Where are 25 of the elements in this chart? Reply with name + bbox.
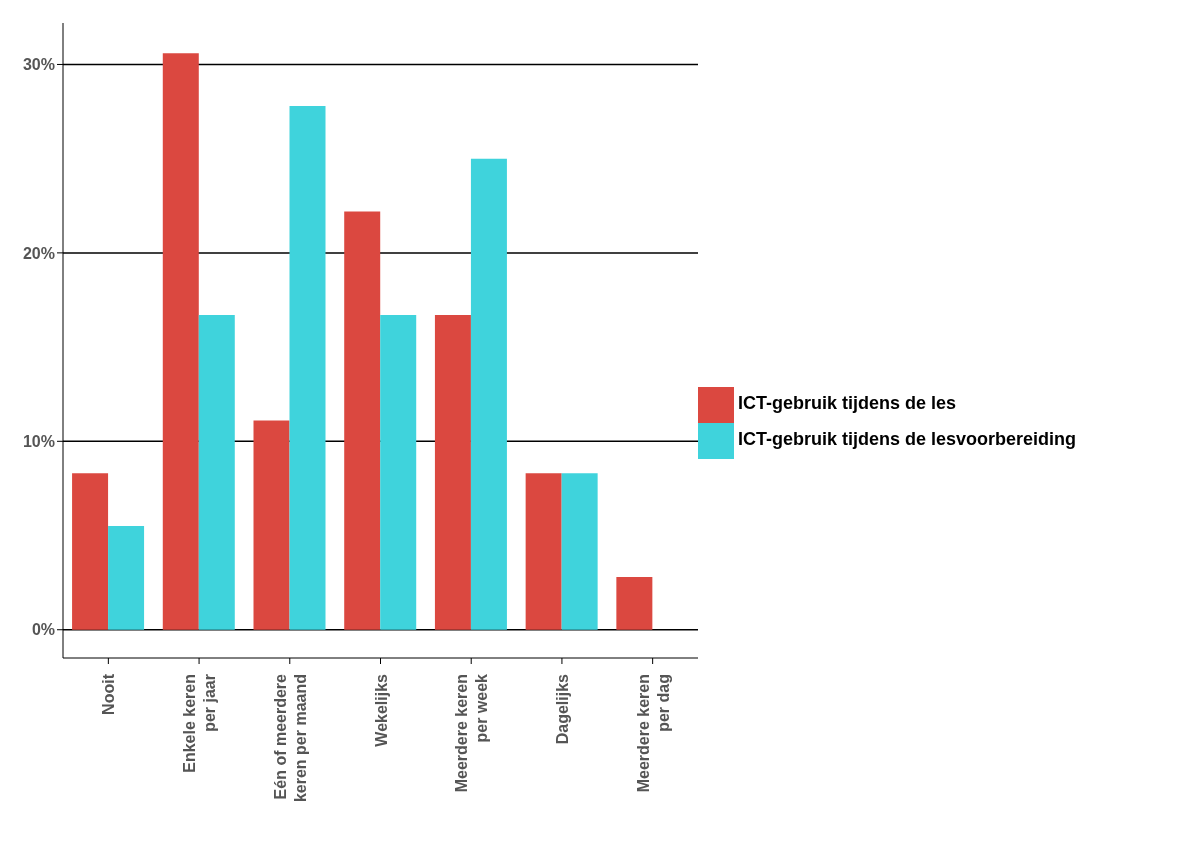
bar (108, 526, 145, 630)
x-tick-label: Meerdere keren per dag (634, 674, 672, 793)
bar (162, 53, 199, 630)
y-tick-label: 10% (22, 432, 55, 450)
bar (253, 420, 290, 630)
x-tick-label: Dagelijks (553, 673, 571, 745)
x-tick-label: Nooit (100, 673, 118, 715)
x-tick-label: Enkele keren per jaar (181, 674, 219, 773)
x-tick-label: Wekelijks (372, 673, 390, 747)
legend-label: ICT-gebruik tijdens de lesvoorbereiding (738, 428, 1077, 449)
bar (470, 158, 507, 630)
bar (198, 315, 235, 630)
bar (616, 576, 653, 630)
y-tick-label: 20% (22, 244, 55, 262)
y-tick-label: 30% (22, 56, 55, 74)
bar (344, 211, 381, 630)
bar (289, 105, 326, 630)
bar (434, 315, 471, 630)
bar (561, 473, 598, 630)
x-tick-label: Meerdere keren per week (453, 673, 491, 793)
bar (525, 473, 562, 630)
y-tick-label: 0% (31, 621, 55, 639)
legend-label: ICT-gebruik tijdens de les (738, 392, 957, 413)
bar (72, 473, 109, 630)
bar (380, 315, 417, 630)
